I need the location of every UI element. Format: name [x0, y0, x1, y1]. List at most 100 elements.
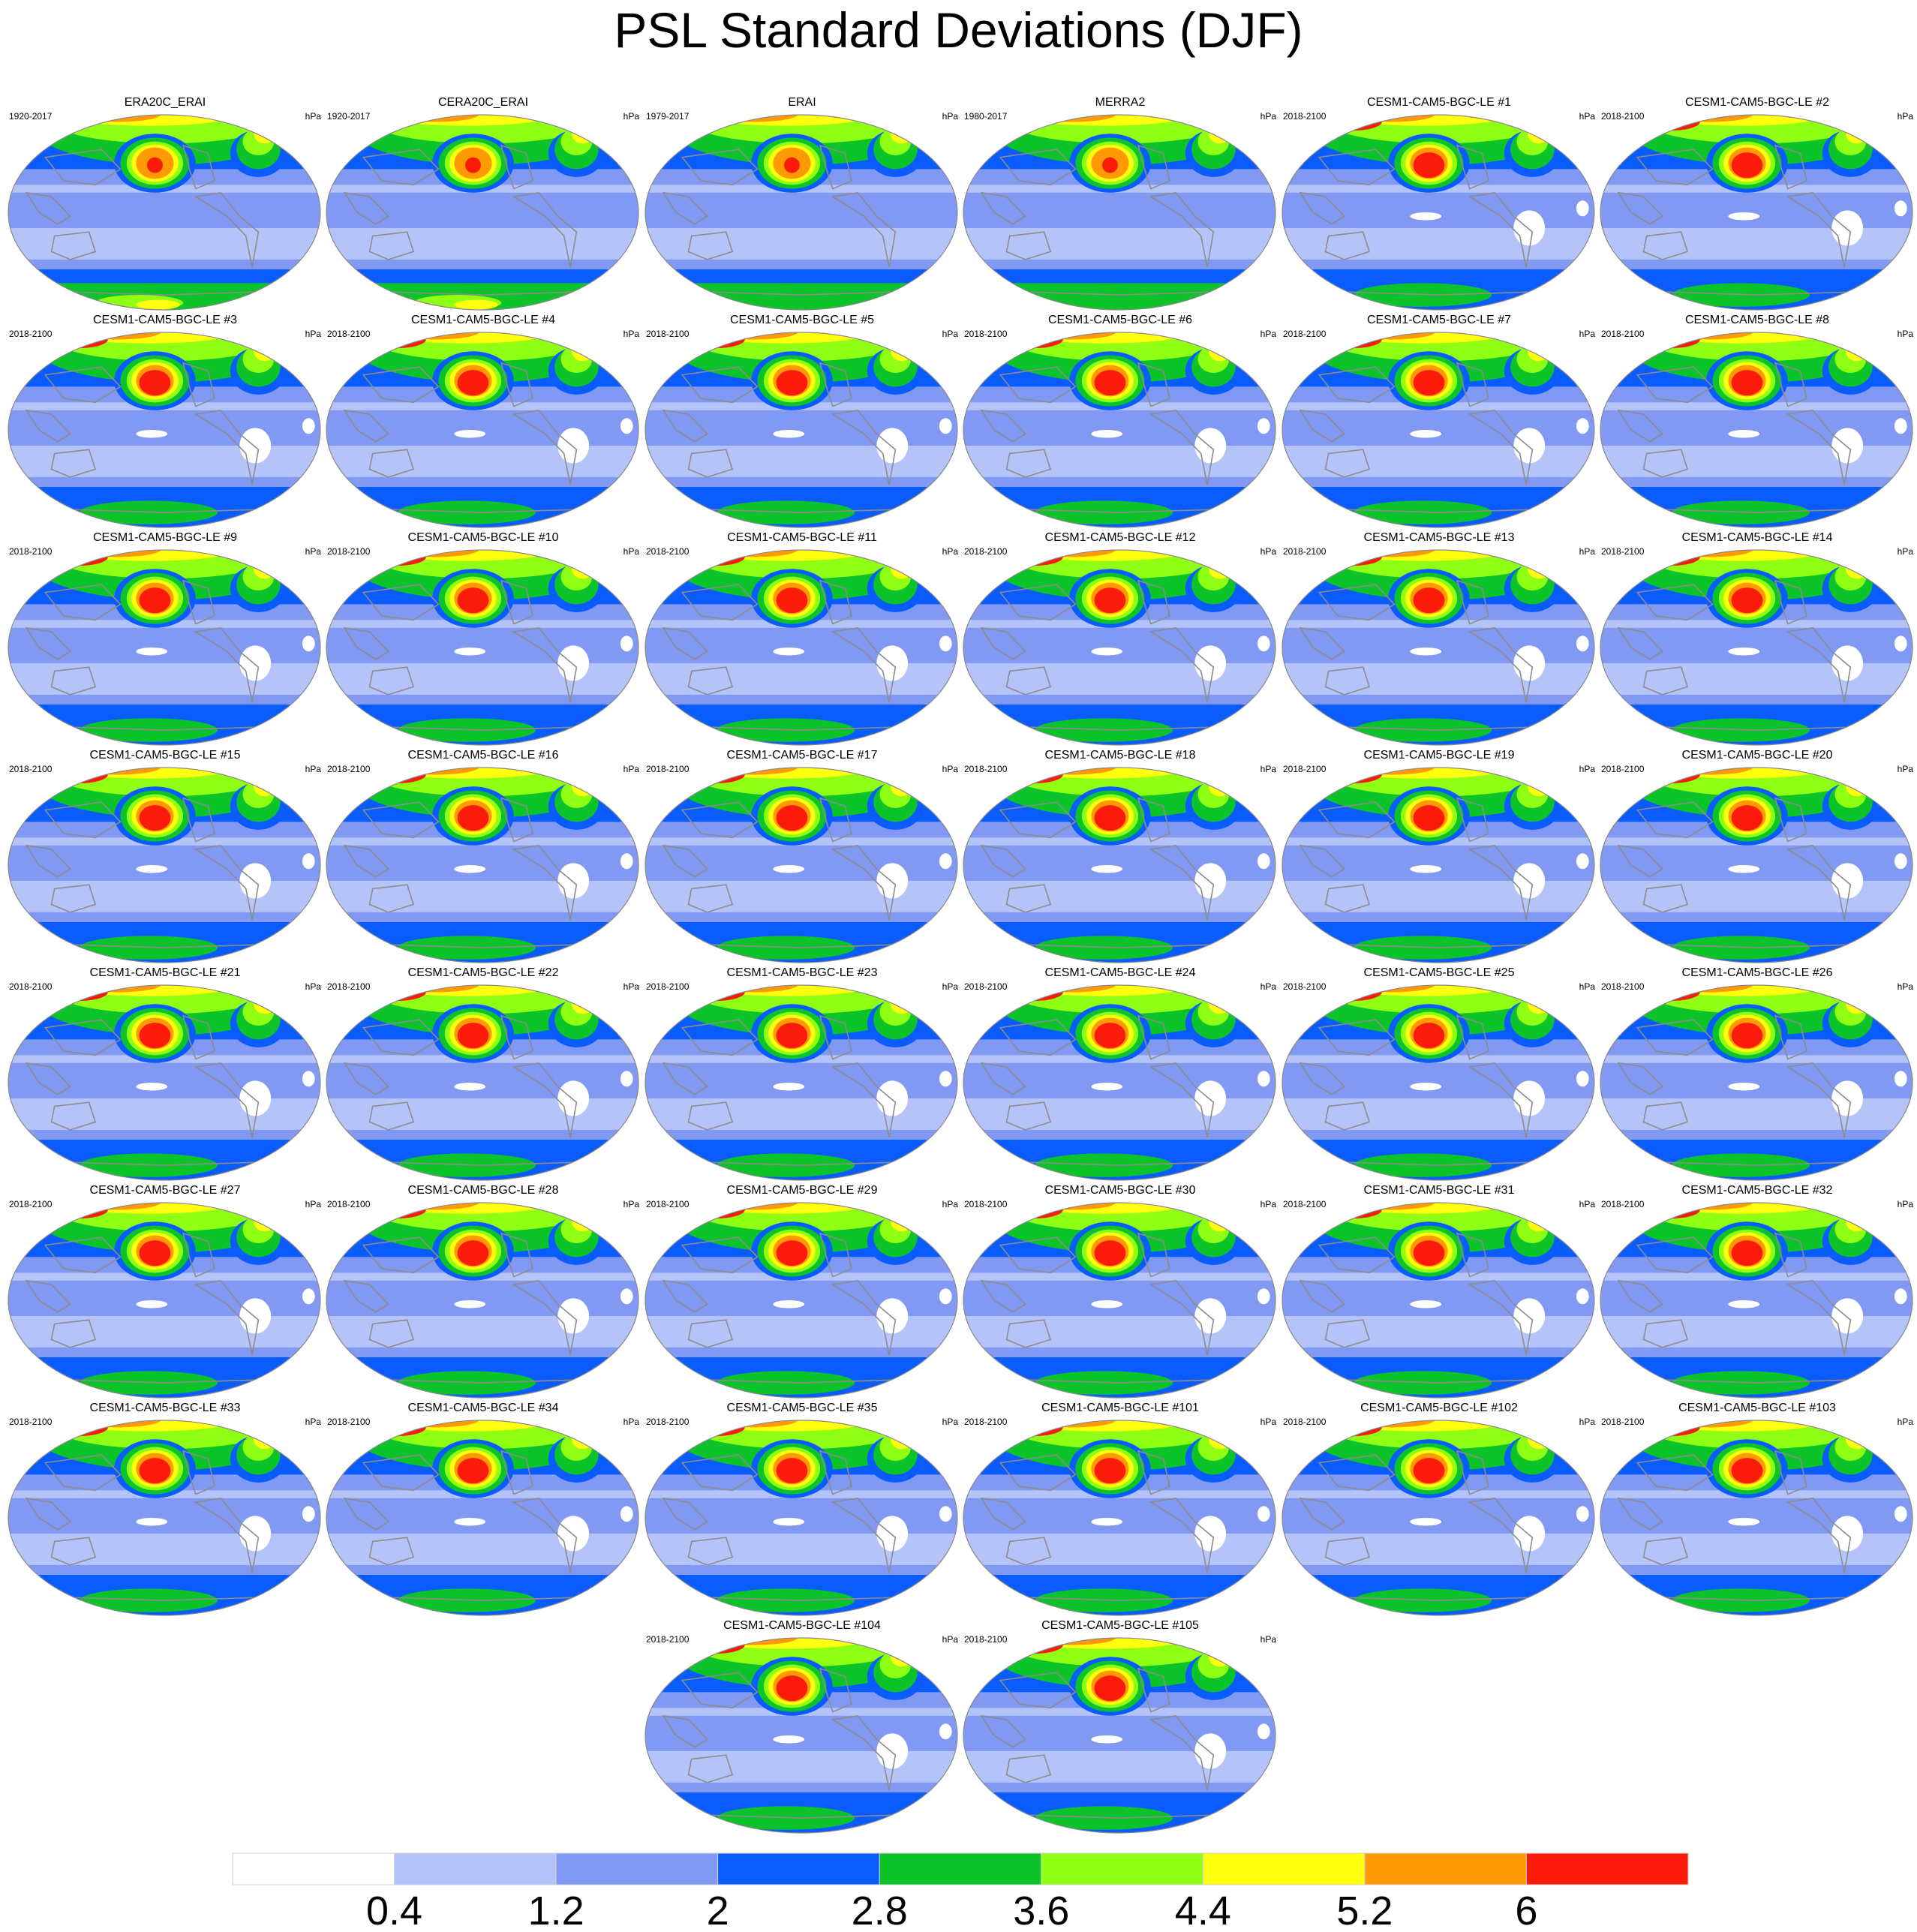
- panel-units: hPa: [1260, 1199, 1276, 1209]
- panel-units: hPa: [1579, 111, 1595, 122]
- panel-years: 2018-2100: [1283, 981, 1327, 992]
- panel-units: hPa: [1260, 1634, 1276, 1645]
- panel-units: hPa: [305, 329, 321, 339]
- colorbar-label: 0.4: [366, 1888, 422, 1932]
- panel-title: CESM1-CAM5-BGC-LE #104: [723, 1619, 881, 1632]
- panel-years: 1979-2017: [646, 111, 690, 122]
- panel-years: 2018-2100: [646, 329, 690, 339]
- map-panel: CESM1-CAM5-BGC-LE #20 2018-2100 hPa: [1600, 749, 1915, 966]
- panel-title: CESM1-CAM5-BGC-LE #33: [89, 1402, 241, 1414]
- contour-map: [1282, 1202, 1595, 1399]
- contour-map: [326, 549, 639, 746]
- colorbar-swatch: [1525, 1852, 1689, 1885]
- colorbar-swatch: [232, 1852, 395, 1885]
- panel-years: 2018-2100: [327, 329, 371, 339]
- panel-title: CESM1-CAM5-BGC-LE #25: [1363, 966, 1515, 979]
- panel-units: hPa: [623, 764, 639, 774]
- panel-years: 2018-2100: [1283, 764, 1327, 774]
- contour-map: [1600, 1202, 1913, 1399]
- map-panel: CESM1-CAM5-BGC-LE #16 2018-2100 hPa: [326, 749, 641, 966]
- figure-title: PSL Standard Deviations (DJF): [614, 2, 1303, 58]
- colorbar-label: 3.6: [1013, 1888, 1069, 1932]
- panel-years: 2018-2100: [646, 1634, 690, 1645]
- panel-title: CESM1-CAM5-BGC-LE #29: [726, 1184, 878, 1197]
- map-panel: CESM1-CAM5-BGC-LE #103 2018-2100 hPa: [1600, 1402, 1915, 1619]
- panel-units: hPa: [1897, 329, 1913, 339]
- map-panel: CESM1-CAM5-BGC-LE #15 2018-2100 hPa: [8, 749, 323, 966]
- contour-map: [645, 1202, 958, 1399]
- panel-title: CESM1-CAM5-BGC-LE #18: [1044, 749, 1196, 762]
- map-panel: CESM1-CAM5-BGC-LE #27 2018-2100 hPa: [8, 1184, 323, 1402]
- panel-units: hPa: [942, 111, 958, 122]
- panel-units: hPa: [942, 1634, 958, 1645]
- panel-title: CESM1-CAM5-BGC-LE #103: [1678, 1402, 1836, 1414]
- contour-map: [8, 767, 321, 963]
- panel-units: hPa: [1579, 1199, 1595, 1209]
- contour-map: [963, 114, 1276, 311]
- colorbar-label: 5.2: [1336, 1888, 1393, 1932]
- panel-units: hPa: [305, 1199, 321, 1209]
- contour-map: [1600, 549, 1913, 746]
- map-panel: ERAI 1979-2017 hPa: [645, 96, 960, 314]
- panel-years: 2018-2100: [327, 546, 371, 557]
- panel-years: 2018-2100: [9, 1199, 53, 1209]
- map-panel: CESM1-CAM5-BGC-LE #33 2018-2100 hPa: [8, 1402, 323, 1619]
- panel-years: 2018-2100: [964, 1634, 1008, 1645]
- panel-years: 2018-2100: [646, 1417, 690, 1427]
- map-panel: CERA20C_ERAI 1920-2017 hPa: [326, 96, 641, 314]
- panel-units: hPa: [305, 111, 321, 122]
- contour-map: [963, 767, 1276, 963]
- panel-units: hPa: [942, 1199, 958, 1209]
- colorbar-swatch: [394, 1852, 557, 1885]
- contour-map: [326, 114, 639, 311]
- panel-units: hPa: [942, 329, 958, 339]
- panel-title: CESM1-CAM5-BGC-LE #28: [407, 1184, 559, 1197]
- panel-units: hPa: [942, 546, 958, 557]
- panel-years: 2018-2100: [1283, 111, 1327, 122]
- panel-title: CESM1-CAM5-BGC-LE #5: [729, 314, 875, 326]
- panel-title: CESM1-CAM5-BGC-LE #2: [1684, 96, 1830, 109]
- panel-years: 2018-2100: [646, 546, 690, 557]
- contour-map: [645, 114, 958, 311]
- panel-title: CESM1-CAM5-BGC-LE #16: [407, 749, 559, 762]
- panel-years: 2018-2100: [964, 1199, 1008, 1209]
- panel-years: 2018-2100: [1283, 329, 1327, 339]
- contour-map: [326, 1202, 639, 1399]
- panel-years: 2018-2100: [964, 546, 1008, 557]
- map-panel: CESM1-CAM5-BGC-LE #25 2018-2100 hPa: [1282, 966, 1597, 1184]
- panel-years: 2018-2100: [1601, 546, 1645, 557]
- colorbar-label: 6: [1515, 1888, 1537, 1932]
- panel-title: CESM1-CAM5-BGC-LE #11: [727, 531, 877, 544]
- panel-title: CESM1-CAM5-BGC-LE #30: [1044, 1184, 1196, 1197]
- map-panel: CESM1-CAM5-BGC-LE #30 2018-2100 hPa: [963, 1184, 1278, 1402]
- panel-title: ERAI: [788, 96, 816, 109]
- contour-map: [8, 1420, 321, 1616]
- contour-map: [963, 1202, 1276, 1399]
- panel-years: 2018-2100: [964, 329, 1008, 339]
- map-panel: CESM1-CAM5-BGC-LE #10 2018-2100 hPa: [326, 531, 641, 749]
- contour-map: [326, 332, 639, 528]
- panel-title: CESM1-CAM5-BGC-LE #4: [410, 314, 556, 326]
- panel-years: 2018-2100: [1601, 1199, 1645, 1209]
- contour-map: [8, 1202, 321, 1399]
- map-panel: ERA20C_ERAI 1920-2017 hPa: [8, 96, 323, 314]
- panel-years: 2018-2100: [1601, 329, 1645, 339]
- panel-units: hPa: [1579, 329, 1595, 339]
- map-panel: CESM1-CAM5-BGC-LE #31 2018-2100 hPa: [1282, 1184, 1597, 1402]
- contour-map: [1282, 332, 1595, 528]
- panel-title: CESM1-CAM5-BGC-LE #22: [407, 966, 559, 979]
- panel-years: 1920-2017: [327, 111, 371, 122]
- contour-map: [963, 332, 1276, 528]
- panel-units: hPa: [1579, 981, 1595, 992]
- panel-years: 2018-2100: [327, 981, 371, 992]
- panel-title: CESM1-CAM5-BGC-LE #14: [1681, 531, 1833, 544]
- colorbar-swatch: [1364, 1852, 1527, 1885]
- panel-units: hPa: [1897, 764, 1913, 774]
- map-panel: CESM1-CAM5-BGC-LE #32 2018-2100 hPa: [1600, 1184, 1915, 1402]
- panel-years: 2018-2100: [1601, 764, 1645, 774]
- map-panel: CESM1-CAM5-BGC-LE #7 2018-2100 hPa: [1282, 314, 1597, 531]
- panel-units: hPa: [1260, 329, 1276, 339]
- panel-title: CESM1-CAM5-BGC-LE #6: [1047, 314, 1193, 326]
- panel-units: hPa: [942, 981, 958, 992]
- contour-map: [645, 1420, 958, 1616]
